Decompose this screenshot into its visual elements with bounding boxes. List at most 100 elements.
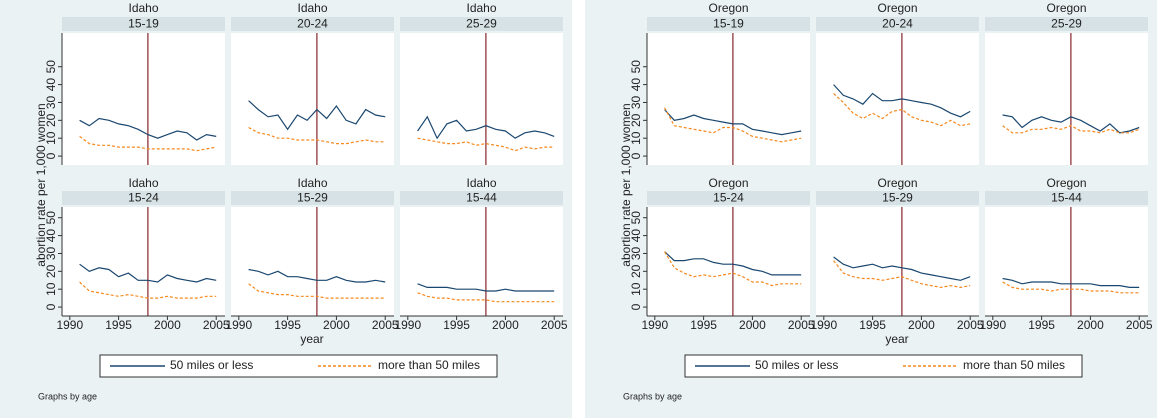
panel-title: Idaho xyxy=(466,176,496,190)
series-line xyxy=(248,126,386,145)
panel-title: Idaho xyxy=(128,1,158,15)
y-tick-label: 30 xyxy=(44,95,58,109)
y-tick-label: 0 xyxy=(629,152,643,159)
x-tick-label: 2000 xyxy=(1077,318,1104,332)
x-tick-label: 2000 xyxy=(323,318,350,332)
plot-area xyxy=(400,33,563,165)
x-tick-label: 1995 xyxy=(443,318,470,332)
y-tick-label: 0 xyxy=(629,303,643,310)
series-line xyxy=(417,137,555,152)
y-tick-label: 40 xyxy=(44,78,58,92)
y-tick-label: 0 xyxy=(44,152,58,159)
series-line xyxy=(248,283,386,299)
panel-strip xyxy=(985,17,1148,31)
series-line xyxy=(664,107,802,143)
y-tick-label: 10 xyxy=(629,282,643,296)
x-tick-label: 2005 xyxy=(957,318,984,332)
x-tick-label: 2005 xyxy=(372,318,399,332)
x-tick-label: 2005 xyxy=(1126,318,1153,332)
plot-area xyxy=(62,207,225,316)
x-tick-label: 2000 xyxy=(492,318,519,332)
note: Graphs by age xyxy=(623,391,682,401)
series-line xyxy=(248,268,386,283)
x-tick-label: 1990 xyxy=(810,318,837,332)
plot-area xyxy=(816,207,979,316)
series-line xyxy=(833,256,971,281)
series-line xyxy=(1002,114,1140,134)
plot-area xyxy=(985,33,1148,165)
panel-subtitle: 15-24 xyxy=(128,191,159,205)
y-tick-label: 40 xyxy=(629,78,643,92)
plot-area xyxy=(816,33,979,165)
panel-subtitle: 15-29 xyxy=(297,191,328,205)
x-tick-label: 2000 xyxy=(154,318,181,332)
panel-strip xyxy=(400,191,563,205)
y-tick-label: 10 xyxy=(629,131,643,145)
y-tick-label: 20 xyxy=(629,113,643,127)
series-line xyxy=(79,135,217,152)
series-line xyxy=(79,263,217,283)
x-tick-label: 2005 xyxy=(541,318,568,332)
series-line xyxy=(79,117,217,141)
plot-area xyxy=(231,207,394,316)
y-tick-label: 30 xyxy=(629,246,643,260)
plot-area xyxy=(400,207,563,316)
panel-title: Oregon xyxy=(877,176,917,190)
panel-strip xyxy=(62,17,225,31)
series-line xyxy=(1002,277,1140,288)
panel-strip xyxy=(816,17,979,31)
panel-subtitle: 15-19 xyxy=(128,17,159,31)
y-tick-label: 10 xyxy=(44,131,58,145)
panel-title: Oregon xyxy=(708,176,748,190)
panel-subtitle: 15-24 xyxy=(713,191,744,205)
legend-label: 50 miles or less xyxy=(755,358,838,372)
series-line xyxy=(664,251,802,276)
y-tick-label: 50 xyxy=(44,60,58,74)
y-tick-label: 50 xyxy=(629,211,643,225)
panel-subtitle: 20-24 xyxy=(882,17,913,31)
y-tick-label: 20 xyxy=(44,113,58,127)
x-tick-label: 1995 xyxy=(105,318,132,332)
panel-strip xyxy=(231,17,394,31)
panel-strip xyxy=(816,191,979,205)
y-tick-label: 20 xyxy=(629,264,643,278)
panel-subtitle: 20-24 xyxy=(297,17,328,31)
panel-strip xyxy=(985,191,1148,205)
x-axis-title: year xyxy=(885,332,908,346)
y-tick-label: 50 xyxy=(44,211,58,225)
series-line xyxy=(833,93,971,127)
x-tick-label: 2005 xyxy=(788,318,815,332)
x-tick-label: 1990 xyxy=(641,318,668,332)
x-tick-label: 2005 xyxy=(203,318,230,332)
x-tick-label: 1990 xyxy=(979,318,1006,332)
x-tick-label: 2000 xyxy=(739,318,766,332)
x-tick-label: 1995 xyxy=(859,318,886,332)
legend-label: more than 50 miles xyxy=(963,358,1065,372)
y-tick-label: 50 xyxy=(629,60,643,74)
y-tick-label: 40 xyxy=(629,229,643,243)
legend-box xyxy=(684,354,1083,378)
panel-subtitle: 15-44 xyxy=(466,191,497,205)
panel-subtitle: 15-44 xyxy=(1051,191,1082,205)
plot-area xyxy=(647,207,810,316)
panel-subtitle: 25-29 xyxy=(1051,17,1082,31)
y-tick-label: 40 xyxy=(44,229,58,243)
y-tick-label: 30 xyxy=(629,95,643,109)
series-line xyxy=(1002,281,1140,294)
panel-title: Idaho xyxy=(297,1,327,15)
legend-box xyxy=(99,354,498,378)
series-line xyxy=(664,109,802,136)
series-line xyxy=(417,283,555,292)
panel-subtitle: 15-19 xyxy=(713,17,744,31)
plot-area xyxy=(62,33,225,165)
panel-strip xyxy=(400,17,563,31)
y-tick-label: 10 xyxy=(44,282,58,296)
y-axis-title: abortion rate per 1,000 women xyxy=(619,103,633,266)
y-tick-label: 0 xyxy=(44,303,58,310)
series-line xyxy=(417,115,555,140)
series-line xyxy=(79,281,217,299)
panel-title: Idaho xyxy=(297,176,327,190)
y-tick-label: 30 xyxy=(44,246,58,260)
x-tick-label: 1995 xyxy=(1028,318,1055,332)
